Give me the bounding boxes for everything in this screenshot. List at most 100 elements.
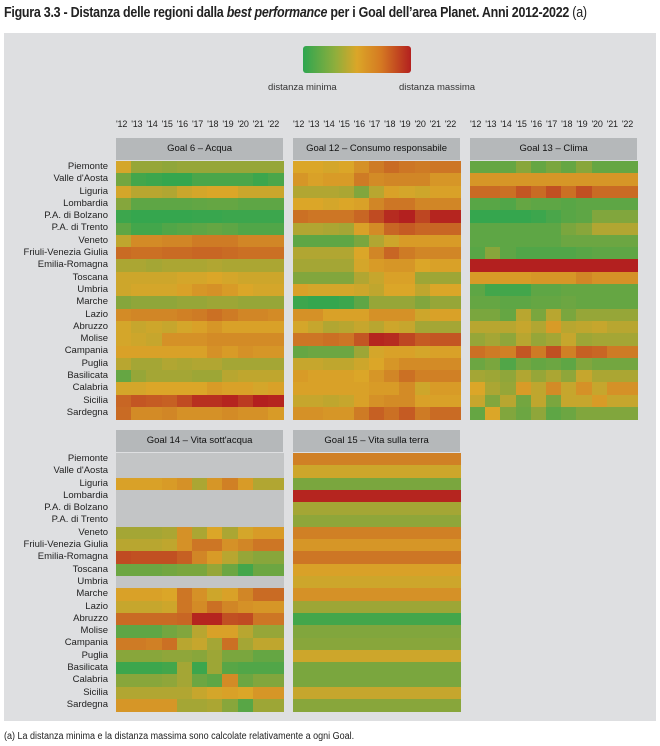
heatmap-cell [176, 662, 193, 675]
heatmap-cell [384, 333, 400, 347]
heatmap-cell [308, 465, 324, 479]
heatmap-cell [146, 539, 163, 552]
x-tick-label: '20 [591, 119, 603, 129]
heatmap-cell [485, 271, 501, 285]
heatmap-cell [176, 674, 193, 688]
heatmap-cell [515, 259, 532, 273]
region-label: Lombardia [63, 489, 108, 501]
heatmap-cell [237, 465, 254, 479]
heatmap-cell [576, 284, 593, 297]
heatmap-cell [561, 394, 577, 408]
heatmap-cell [369, 407, 385, 420]
heatmap-cell [338, 477, 355, 491]
heatmap-cell [176, 161, 193, 174]
heatmap-cell [576, 296, 593, 310]
heatmap-cell [293, 407, 309, 420]
heatmap-cell [207, 370, 223, 383]
heatmap-cell [445, 185, 461, 199]
heatmap-cell [515, 271, 532, 285]
heatmap-cell [429, 625, 446, 639]
heatmap-cell [591, 370, 608, 383]
heatmap-cell [485, 185, 501, 199]
heatmap-cell [252, 649, 269, 663]
heatmap-cell [576, 259, 593, 273]
heatmap-cell [470, 370, 486, 383]
heatmap-cell [445, 247, 461, 260]
heatmap-cell [429, 539, 446, 552]
heatmap-cell [485, 259, 501, 273]
heatmap-cell [222, 489, 239, 503]
heatmap-cell [207, 284, 223, 297]
heatmap-cell [207, 699, 223, 712]
heatmap-cell [293, 247, 309, 260]
heatmap-cell [546, 185, 562, 199]
heatmap-cell [369, 185, 385, 199]
heatmap-cell [338, 539, 355, 552]
heatmap-cell [445, 308, 461, 322]
x-tick-label: '17 [191, 119, 204, 129]
heatmap-cell [116, 197, 132, 211]
heatmap-cell [268, 284, 284, 297]
heatmap-cell [237, 489, 254, 503]
heatmap-cell [323, 197, 340, 211]
heatmap-cell [429, 674, 446, 688]
heatmap-cell [414, 612, 431, 626]
heatmap-cell [576, 308, 593, 322]
heatmap-cell [293, 284, 309, 297]
heatmap-cell [445, 551, 461, 565]
heatmap-cell [353, 612, 370, 626]
heatmap-cell [192, 161, 208, 174]
heatmap-cell [384, 588, 400, 602]
heatmap-cell [116, 308, 132, 322]
heatmap-cell [353, 477, 370, 491]
heatmap-cell [606, 259, 623, 273]
heatmap-cell [252, 382, 269, 396]
heatmap-cell [176, 173, 193, 187]
x-tick-label: '22 [444, 119, 457, 129]
heatmap-cell [192, 612, 208, 626]
heatmap-cell [268, 234, 284, 248]
heatmap-cell [237, 649, 254, 663]
heatmap-cell [515, 382, 532, 396]
region-label: Lombardia [63, 197, 108, 209]
heatmap-cell [622, 345, 638, 359]
heatmap-cell [622, 247, 638, 260]
heatmap-cell [515, 284, 532, 297]
region-label: Abruzzo [73, 320, 108, 332]
heatmap-cell [161, 699, 178, 712]
heatmap-cell [131, 576, 147, 589]
heatmap-cell [399, 539, 416, 552]
heatmap-cell [606, 247, 623, 260]
heatmap-cell [591, 382, 608, 396]
heatmap-cell [576, 173, 593, 187]
heatmap-cell [338, 563, 355, 577]
heatmap-cell [116, 686, 132, 700]
heatmap-cell [353, 625, 370, 639]
heatmap-cell [192, 588, 208, 602]
heatmap-cell [429, 600, 446, 614]
heatmap-cell [308, 370, 324, 383]
heatmap-cell [146, 563, 163, 577]
heatmap-cell [268, 345, 284, 359]
heatmap-cell [146, 588, 163, 602]
heatmap-cell [384, 526, 400, 540]
heatmap-cell [116, 185, 132, 199]
heatmap-cell [237, 686, 254, 700]
heatmap-cell [338, 637, 355, 651]
heatmap-cell [176, 686, 193, 700]
heatmap-cell [399, 333, 416, 347]
heatmap-cell [485, 296, 501, 310]
heatmap-cell [146, 197, 163, 211]
heatmap-cell [176, 539, 193, 552]
heatmap-cell [546, 197, 562, 211]
heatmap-cell [470, 247, 486, 260]
heatmap-cell [131, 222, 147, 236]
heatmap-cell [414, 185, 431, 199]
heatmap-cell [369, 551, 385, 565]
heatmap-cell [222, 699, 239, 712]
region-label: Friuli-Venezia Giulia [23, 539, 108, 551]
heatmap-cell [323, 674, 340, 688]
heatmap-cell [131, 612, 147, 626]
title-suffix: per i Goal dell’area Planet. Anni 2012-2… [327, 5, 573, 21]
heatmap-cell [399, 637, 416, 651]
